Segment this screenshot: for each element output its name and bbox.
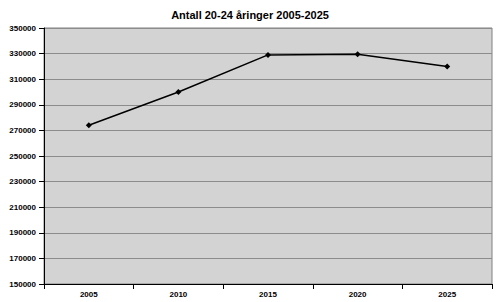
svg-text:2005: 2005	[80, 290, 98, 299]
svg-text:190000: 190000	[9, 228, 36, 237]
svg-text:2015: 2015	[259, 290, 277, 299]
svg-text:350000: 350000	[9, 24, 36, 33]
svg-text:290000: 290000	[9, 100, 36, 109]
svg-text:Antall 20-24 åringer 2005-2025: Antall 20-24 åringer 2005-2025	[171, 9, 329, 21]
svg-text:310000: 310000	[9, 75, 36, 84]
svg-text:270000: 270000	[9, 126, 36, 135]
svg-text:230000: 230000	[9, 177, 36, 186]
svg-text:250000: 250000	[9, 152, 36, 161]
svg-text:2020: 2020	[349, 290, 367, 299]
svg-text:150000: 150000	[9, 280, 36, 289]
svg-text:210000: 210000	[9, 203, 36, 212]
svg-text:2010: 2010	[170, 290, 188, 299]
svg-text:170000: 170000	[9, 254, 36, 263]
svg-text:2025: 2025	[438, 290, 456, 299]
svg-text:330000: 330000	[9, 49, 36, 58]
